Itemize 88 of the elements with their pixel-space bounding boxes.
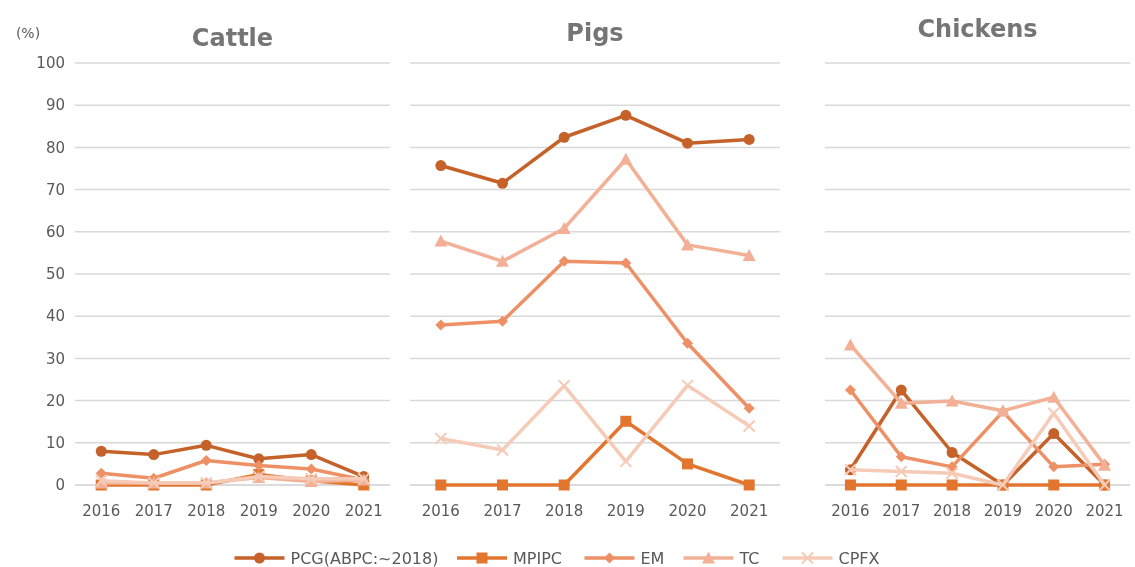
point <box>558 479 570 491</box>
point <box>435 160 447 172</box>
point <box>557 221 571 234</box>
point <box>95 445 107 457</box>
point <box>844 384 856 396</box>
point <box>743 479 755 491</box>
point <box>742 248 756 261</box>
y-axis-title: (%) <box>15 25 41 41</box>
point <box>620 257 632 269</box>
x-tick-label: 2017 <box>134 502 173 520</box>
point <box>435 479 447 491</box>
chart-title: Cattle <box>191 24 274 52</box>
x-tick-label: 2021 <box>1085 502 1124 520</box>
point <box>681 378 694 392</box>
chart-title: Chickens <box>917 15 1038 43</box>
x-tick-label: 2018 <box>187 502 226 520</box>
point <box>496 443 509 457</box>
point <box>743 133 755 145</box>
x-tick-label: 2018 <box>545 502 584 520</box>
point <box>434 432 448 446</box>
point <box>945 466 959 480</box>
point <box>945 394 959 407</box>
point <box>558 131 570 143</box>
point <box>557 379 571 393</box>
point <box>434 234 448 247</box>
x-tick-label: 2017 <box>483 502 522 520</box>
point <box>305 449 317 461</box>
legend-label: MPIPC <box>513 548 562 567</box>
x-tick-label: 2019 <box>239 502 278 520</box>
y-tick-label: 60 <box>45 223 65 242</box>
y-tick-label: 90 <box>45 96 65 115</box>
point <box>743 402 755 414</box>
point <box>497 479 508 491</box>
point <box>200 439 212 451</box>
chart-title: Pigs <box>566 19 624 47</box>
y-tick-label: 40 <box>45 307 65 326</box>
point <box>148 449 160 461</box>
x-tick-label: 2020 <box>668 502 707 520</box>
legend-label: CPFX <box>838 548 880 567</box>
point <box>1048 428 1060 440</box>
point <box>682 337 693 349</box>
point <box>946 479 958 491</box>
x-tick-label: 2016 <box>82 502 121 520</box>
point <box>497 315 508 327</box>
x-tick-label: 2016 <box>831 502 870 520</box>
legend-label: TC <box>738 548 760 567</box>
x-tick-label: 2020 <box>1034 502 1073 520</box>
point <box>681 238 694 251</box>
point <box>894 465 908 478</box>
point <box>895 451 907 463</box>
x-tick-label: 2018 <box>932 502 972 520</box>
x-tick-label: 2021 <box>344 502 383 520</box>
point <box>1048 479 1060 491</box>
y-tick-label: 70 <box>45 180 65 199</box>
y-tick-label: 10 <box>45 434 65 453</box>
point <box>619 152 633 165</box>
point <box>894 396 908 409</box>
x-tick-label: 2016 <box>421 502 460 520</box>
point <box>497 177 508 189</box>
y-tick-label: 30 <box>45 349 65 368</box>
point <box>200 455 212 467</box>
point <box>1047 406 1061 420</box>
x-tick-label: 2019 <box>983 502 1023 520</box>
point <box>1047 390 1061 403</box>
x-tick-label: 2019 <box>606 502 645 520</box>
legend-label: PCG(ABPC:~2018) <box>290 548 439 567</box>
point <box>946 447 958 459</box>
point <box>620 109 632 121</box>
point <box>620 415 632 427</box>
y-tick-label: 0 <box>55 476 65 495</box>
x-tick-label: 2017 <box>882 502 921 520</box>
x-tick-label: 2021 <box>730 502 769 520</box>
y-tick-label: 50 <box>45 265 65 284</box>
legend-label: EM <box>640 548 665 567</box>
x-tick-label: 2020 <box>292 502 331 520</box>
point <box>895 384 907 396</box>
point <box>682 137 693 149</box>
point <box>682 458 693 470</box>
y-tick-label: 100 <box>36 54 65 73</box>
y-tick-label: 80 <box>45 138 65 157</box>
point <box>742 419 756 433</box>
point <box>496 254 509 267</box>
point <box>844 479 856 491</box>
point <box>895 479 907 491</box>
point <box>843 338 857 351</box>
point <box>95 467 107 479</box>
y-tick-label: 20 <box>45 391 65 410</box>
point <box>558 255 570 267</box>
